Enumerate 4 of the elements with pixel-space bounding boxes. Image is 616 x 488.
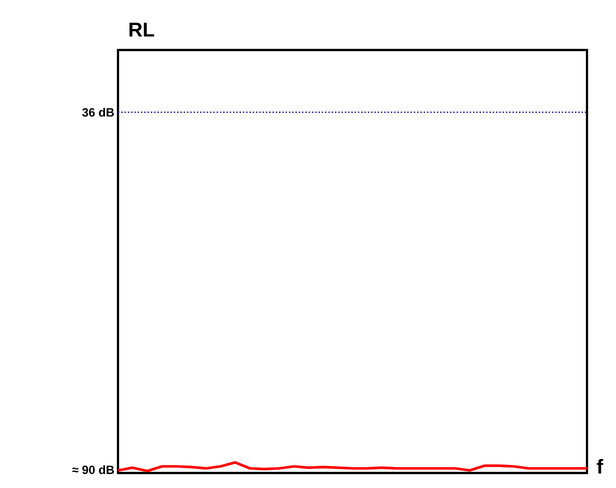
y-tick-label: ≈ 90 dB — [72, 465, 114, 474]
chart-title: RL — [130, 22, 154, 36]
y-tick-label: 36 dB — [82, 108, 114, 117]
x-axis-title: f — [596, 459, 604, 474]
